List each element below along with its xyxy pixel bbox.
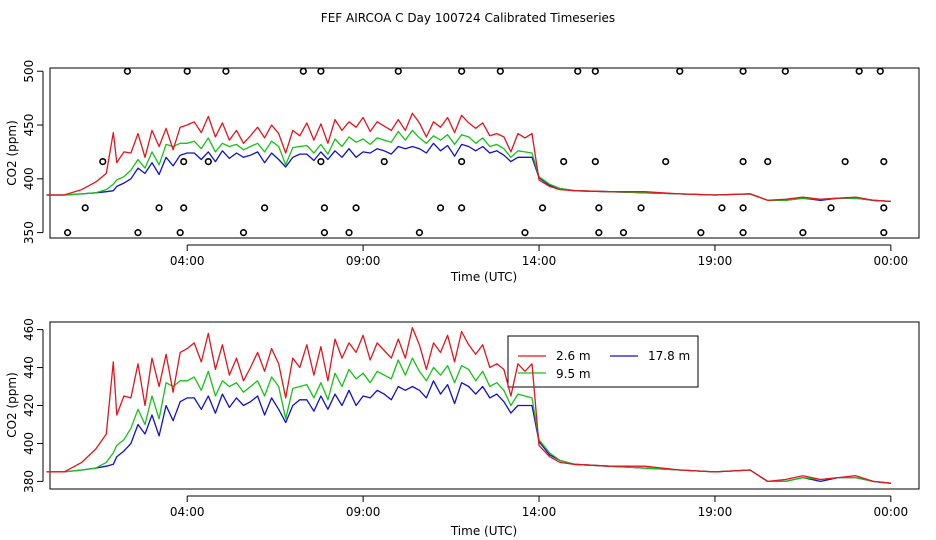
top-y-axis-label: CO2 (ppm) <box>5 120 19 186</box>
top-flag-marker <box>521 229 529 237</box>
top-flag-marker <box>299 67 307 75</box>
top-flag-marker <box>739 158 747 166</box>
top-y-tick-label: 400 <box>22 167 36 190</box>
top-x-axis-label: Time (UTC) <box>450 270 517 284</box>
top-flag-marker <box>781 67 789 75</box>
bottom-series-9-5m <box>46 357 891 484</box>
bottom-y-tick-label: 440 <box>22 356 36 379</box>
top-flag-marker <box>99 158 107 166</box>
top-flag-marker <box>239 229 248 237</box>
top-flag-marker <box>123 67 132 75</box>
top-flag-marker <box>697 229 705 237</box>
top-flag-marker <box>560 158 568 166</box>
top-flag-marker <box>591 158 599 166</box>
top-flag-marker <box>458 158 466 166</box>
bottom-series-17-8m <box>46 380 891 484</box>
top-flag-marker <box>134 229 142 237</box>
top-flag-marker <box>739 229 747 237</box>
top-plot-frame <box>49 67 920 239</box>
bottom-x-tick-label: 09:00 <box>346 505 381 519</box>
top-flag-marker <box>222 67 230 75</box>
top-flag-marker <box>619 229 628 237</box>
top-flag-marker <box>63 229 72 237</box>
top-flag-marker <box>595 204 603 212</box>
bottom-x-tick-label: 00:00 <box>874 505 909 519</box>
top-flag-marker <box>538 204 547 212</box>
bottom-series-2-6m <box>46 327 891 484</box>
top-flag-marker <box>595 229 603 237</box>
top-flag-marker <box>496 67 504 75</box>
legend-label-2-6m: 2.6 m <box>556 349 591 363</box>
top-flag-marker <box>317 158 325 166</box>
top-flag-marker <box>855 67 863 75</box>
bottom-y-tick-label: 420 <box>22 394 36 417</box>
top-flag-marker <box>180 204 188 212</box>
bottom-panel: Time (UTC) CO2 (ppm) 2.6 m 9.5 m 17.8 m … <box>5 318 920 538</box>
top-panel: Time (UTC) CO2 (ppm) 04:00 09:00 14:00 19:0… <box>5 60 920 284</box>
top-series-9-5m <box>46 129 891 203</box>
top-flag-marker <box>458 204 466 212</box>
top-flag-marker <box>317 67 325 75</box>
top-flag-marker <box>880 204 888 212</box>
bottom-plot-frame <box>49 321 920 490</box>
top-flag-marker <box>180 158 188 166</box>
top-flag-marker <box>764 158 772 166</box>
top-flag-marker <box>436 204 445 212</box>
top-flag-marker <box>662 158 670 166</box>
top-flag-marker <box>183 67 191 75</box>
top-flag-marker <box>458 67 466 75</box>
legend: 2.6 m 9.5 m 17.8 m <box>507 335 699 388</box>
bottom-y-tick-label: 380 <box>22 470 36 493</box>
top-flag-marker <box>204 158 212 166</box>
top-y-tick-label: 450 <box>22 114 36 137</box>
top-y-tick-label: 500 <box>22 60 36 83</box>
bottom-y-tick-label: 400 <box>22 432 36 455</box>
top-flag-marker <box>415 229 424 237</box>
legend-box <box>507 335 699 388</box>
top-flag-marker <box>637 204 645 212</box>
legend-label-17-8m: 17.8 m <box>648 349 690 363</box>
top-flag-marker <box>591 67 599 75</box>
top-flag-marker <box>345 229 353 237</box>
top-flag-marker <box>739 204 747 212</box>
top-flag-marker <box>880 158 888 166</box>
figure-title: FEF AIRCOA C Day 100724 Calibrated Times… <box>321 11 615 25</box>
top-flag-marker <box>176 229 184 237</box>
top-flag-marker <box>380 158 388 166</box>
top-x-tick-label: 04:00 <box>170 254 205 268</box>
top-x-tick-label: 09:00 <box>346 254 381 268</box>
top-flag-marker <box>394 67 402 75</box>
top-flag-marker <box>739 67 747 75</box>
top-flag-marker <box>676 67 684 75</box>
top-flag-marker <box>718 204 726 212</box>
bottom-y-axis-label: CO2 (ppm) <box>5 372 19 438</box>
top-flag-marker <box>320 229 329 237</box>
top-flag-marker <box>352 204 360 212</box>
top-flag-marker <box>841 158 849 166</box>
bottom-x-axis-label: Time (UTC) <box>450 524 517 538</box>
top-flag-marker <box>261 204 269 212</box>
top-flag-marker <box>827 204 835 212</box>
top-y-tick-label: 350 <box>22 221 36 244</box>
top-x-tick-label: 14:00 <box>522 254 557 268</box>
top-flag-marker <box>155 204 163 212</box>
bottom-y-tick-label: 460 <box>22 318 36 341</box>
top-flag-marker <box>880 229 888 237</box>
top-flag-marker <box>81 204 89 212</box>
top-flag-marker <box>799 229 807 237</box>
legend-label-9-5m: 9.5 m <box>556 367 591 381</box>
top-x-tick-label: 00:00 <box>874 254 909 268</box>
top-x-tick-label: 19:00 <box>698 254 733 268</box>
bottom-x-tick-label: 14:00 <box>522 505 557 519</box>
bottom-x-tick-label: 04:00 <box>170 505 205 519</box>
top-flag-marker <box>876 67 884 75</box>
top-flag-marker <box>574 67 582 75</box>
bottom-x-tick-label: 19:00 <box>698 505 733 519</box>
top-series-2-6m <box>46 112 891 203</box>
top-series-17-8m <box>46 142 891 203</box>
top-flag-marker <box>320 204 329 212</box>
